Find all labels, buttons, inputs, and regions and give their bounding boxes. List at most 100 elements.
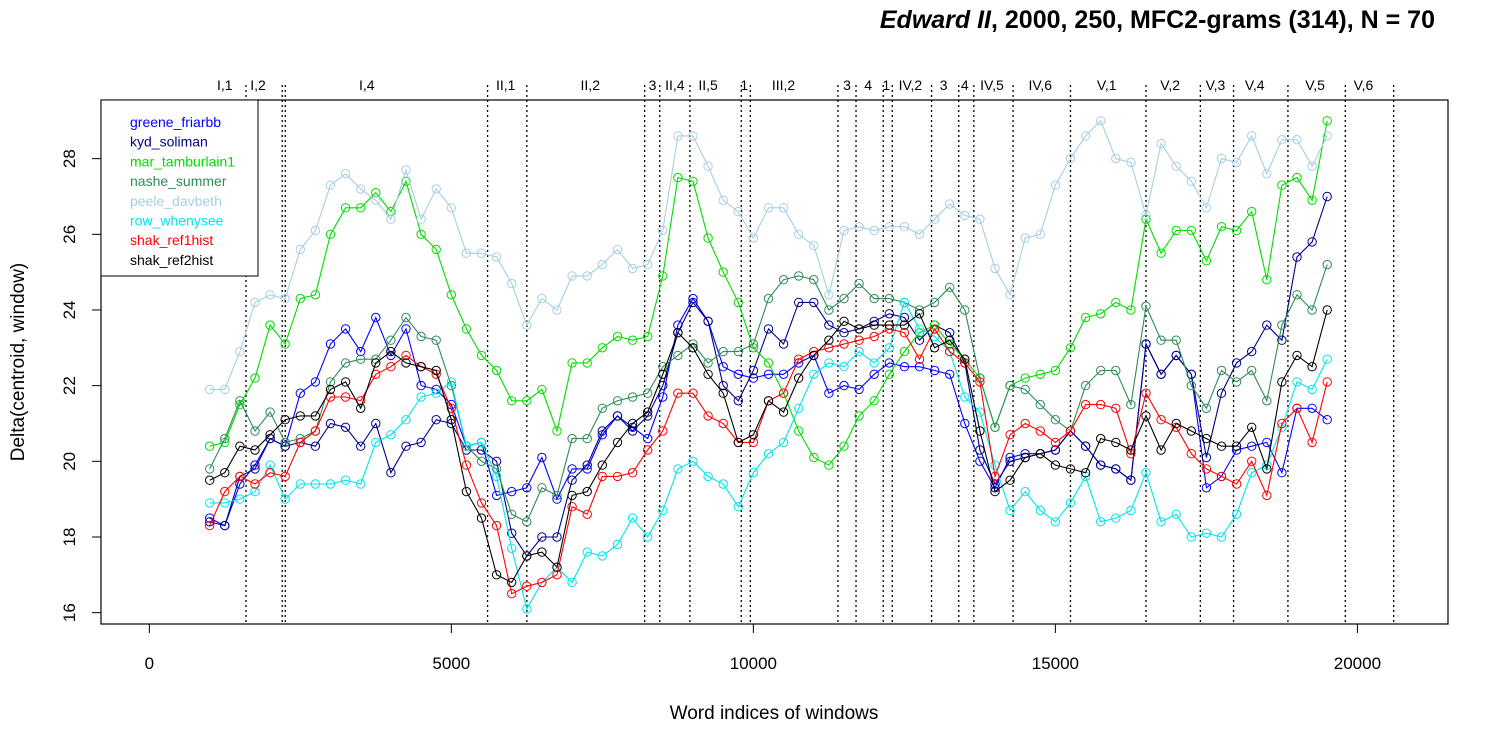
- data-point: [1126, 399, 1136, 410]
- data-point: [491, 570, 502, 580]
- data-point: [884, 309, 894, 319]
- data-point: [1262, 320, 1272, 330]
- data-point: [884, 293, 894, 304]
- data-point: [280, 471, 290, 482]
- data-point: [778, 369, 789, 379]
- data-point: [899, 362, 910, 372]
- data-point: [476, 350, 487, 361]
- data-point: [945, 335, 955, 345]
- data-point: [809, 297, 819, 308]
- y-tick-label: 24: [60, 301, 79, 320]
- data-point: [431, 244, 441, 255]
- data-point: [1126, 445, 1136, 455]
- data-point: [945, 328, 955, 338]
- data-point: [1156, 415, 1166, 425]
- data-point: [582, 358, 592, 368]
- data-point: [491, 520, 502, 531]
- data-point: [446, 290, 456, 300]
- data-point: [1307, 403, 1317, 413]
- data-point: [280, 339, 290, 349]
- data-point: [1096, 309, 1106, 319]
- data-point: [537, 483, 547, 493]
- scene-label: V,4: [1245, 77, 1265, 93]
- scene-label: IV,6: [1028, 77, 1052, 93]
- data-point: [869, 331, 879, 342]
- data-point: [507, 396, 517, 406]
- data-point: [839, 225, 849, 236]
- data-point: [507, 589, 517, 599]
- data-point: [1307, 195, 1317, 206]
- data-point: [612, 396, 623, 406]
- data-point: [371, 188, 381, 198]
- data-point: [416, 229, 426, 240]
- series-nashe_summer: [205, 259, 1332, 527]
- data-point: [507, 509, 517, 519]
- data-point: [914, 309, 925, 319]
- chart-title-rest: , 2000, 250, MFC2-grams (314), N = 70: [991, 6, 1435, 34]
- x-tick-label: 15000: [1032, 654, 1079, 673]
- data-point: [975, 377, 985, 387]
- data-point: [537, 532, 547, 542]
- data-point: [567, 433, 577, 444]
- series-line: [209, 309, 1328, 584]
- data-point: [1111, 513, 1121, 523]
- data-point: [401, 324, 411, 334]
- data-point: [627, 335, 638, 345]
- data-point: [839, 316, 849, 326]
- data-point: [960, 392, 970, 402]
- data-point: [1020, 384, 1030, 395]
- data-point: [1141, 411, 1151, 421]
- data-point: [643, 259, 653, 270]
- data-point: [703, 161, 713, 171]
- data-point: [1277, 320, 1287, 330]
- data-point: [325, 479, 336, 489]
- scene-label: I,4: [359, 77, 375, 93]
- data-point: [250, 445, 260, 455]
- data-point: [1322, 131, 1332, 141]
- data-point: [295, 437, 305, 448]
- data-point: [1322, 191, 1332, 202]
- data-point: [431, 184, 441, 194]
- data-point: [748, 339, 759, 349]
- data-point: [325, 180, 336, 190]
- x-tick-label: 10000: [730, 654, 777, 673]
- data-point: [1171, 418, 1181, 429]
- data-point: [205, 384, 215, 395]
- data-point: [733, 437, 743, 448]
- data-point: [839, 339, 849, 349]
- data-point: [763, 369, 774, 379]
- data-point: [1171, 225, 1181, 236]
- data-point: [854, 222, 864, 232]
- data-point: [748, 233, 759, 243]
- data-point: [748, 437, 759, 448]
- data-point: [567, 577, 577, 588]
- data-point: [673, 350, 683, 361]
- data-point: [522, 551, 532, 561]
- data-point: [1307, 437, 1317, 448]
- data-point: [1201, 528, 1212, 538]
- data-point: [310, 411, 321, 421]
- data-point: [643, 433, 653, 444]
- data-point: [1080, 131, 1091, 141]
- data-point: [416, 437, 426, 448]
- data-point: [1141, 339, 1151, 349]
- data-point: [673, 388, 683, 398]
- data-point: [567, 502, 577, 512]
- data-point: [340, 475, 351, 485]
- data-point: [461, 441, 472, 451]
- data-point: [416, 331, 426, 342]
- data-point: [582, 433, 592, 444]
- plot-frame: [100, 99, 1449, 625]
- data-point: [507, 528, 517, 538]
- data-point: [688, 343, 698, 353]
- data-point: [929, 214, 940, 224]
- data-point: [854, 324, 864, 334]
- data-point: [1035, 505, 1046, 516]
- data-point: [356, 346, 366, 357]
- x-tick-label: 0: [145, 654, 154, 673]
- y-axis-title: Delta(centroid, window): [8, 263, 29, 462]
- data-point: [643, 445, 653, 455]
- legend-entry: shak_ref2hist: [130, 252, 213, 268]
- data-point: [401, 350, 411, 361]
